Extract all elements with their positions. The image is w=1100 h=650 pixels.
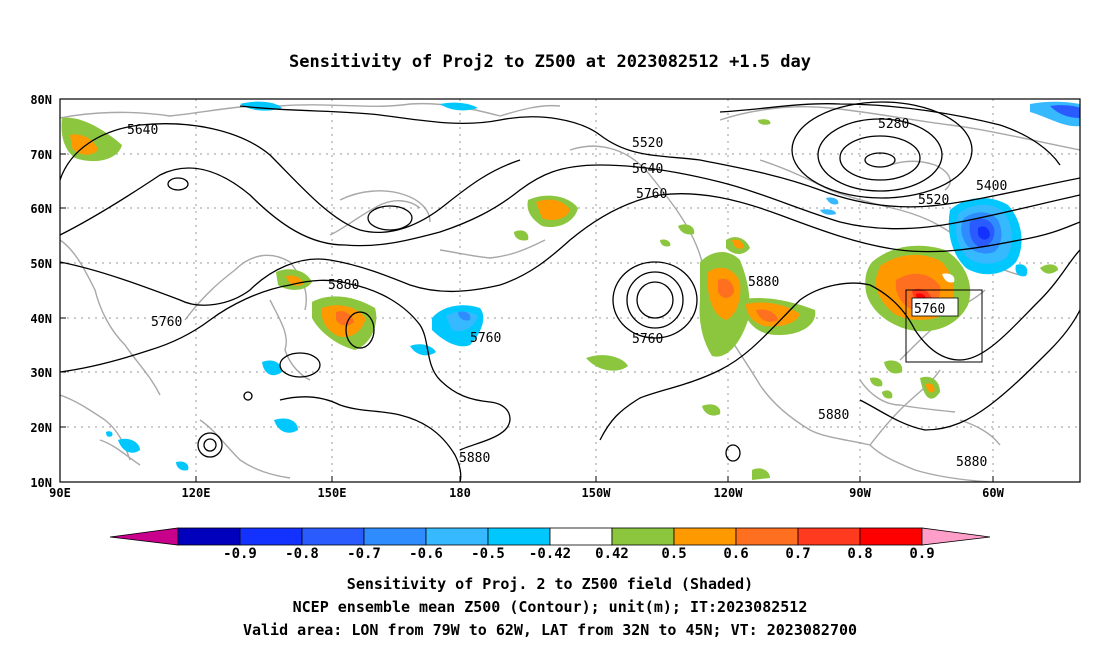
lon-label: 60W — [982, 486, 1004, 500]
contour-label: 5760 — [470, 331, 501, 346]
colorbar-cell — [177, 527, 241, 546]
lat-label: 30N — [30, 366, 52, 380]
graticule — [60, 99, 1080, 482]
z500-contours — [60, 101, 1080, 482]
colorbar-cell — [673, 527, 737, 546]
longitude-labels: 90E 120E 150E 180 150W 120W 90W 60W — [49, 486, 1004, 500]
valid-area-box — [905, 289, 983, 363]
colorbar-label: -0.5 — [471, 546, 505, 562]
colorbar-high-end — [921, 527, 991, 546]
lat-label: 10N — [30, 476, 52, 490]
colorbar-cell — [487, 527, 551, 546]
contour-label: 5280 — [878, 117, 909, 132]
lat-label: 60N — [30, 202, 52, 216]
colorbar-label: 0.8 — [847, 546, 872, 562]
lat-label: 50N — [30, 257, 52, 271]
colorbar-cell — [735, 527, 799, 546]
caption-line-3: Valid area: LON from 79W to 62W, LAT fro… — [243, 621, 857, 639]
lat-label: 20N — [30, 421, 52, 435]
colorbar-cell — [549, 527, 613, 546]
contour-label: 5880 — [956, 455, 987, 470]
contour-label: 5880 — [818, 408, 849, 423]
tick-marks — [59, 98, 994, 483]
colorbar-cell — [239, 527, 303, 546]
lon-label: 150W — [582, 486, 612, 500]
contour-label: 5640 — [127, 123, 158, 138]
lat-label: 80N — [30, 93, 52, 107]
colorbar-cell — [859, 527, 923, 546]
contour-labels: 5640 5520 5640 5760 5280 5400 5520 5880 … — [127, 117, 1007, 470]
latitude-labels: 80N 70N 60N 50N 40N 30N 20N 10N — [30, 93, 52, 490]
colorbar: -0.9 -0.8 -0.7 -0.6 -0.5 -0.42 0.42 0.5 0.6 0.7 0.… — [109, 527, 991, 562]
lat-label: 40N — [30, 312, 52, 326]
lon-label: 120W — [714, 486, 744, 500]
figure-title: Sensitivity of Proj2 to Z500 at 20230825… — [289, 52, 811, 72]
lon-label: 150E — [318, 486, 347, 500]
colorbar-label: 0.9 — [909, 546, 934, 562]
map-panel: 5640 5520 5640 5760 5280 5400 5520 5880 … — [59, 98, 1081, 483]
contour-label: 5880 — [459, 451, 490, 466]
caption-line-1: Sensitivity of Proj. 2 to Z500 field (Sh… — [347, 575, 753, 593]
contour-label: 5520 — [918, 193, 949, 208]
colorbar-label: -0.9 — [223, 546, 257, 562]
contour-label: 5760 — [914, 302, 945, 317]
contour-label: 5760 — [636, 187, 667, 202]
colorbar-label: 0.6 — [723, 546, 748, 562]
colorbar-label: -0.42 — [529, 546, 571, 562]
colorbar-label: -0.8 — [285, 546, 319, 562]
contour-label: 5880 — [748, 275, 779, 290]
lat-label: 70N — [30, 148, 52, 162]
colorbar-label: -0.7 — [347, 546, 381, 562]
colorbar-label: 0.7 — [785, 546, 810, 562]
lon-label: 180 — [449, 486, 471, 500]
colorbar-label: 0.42 — [595, 546, 629, 562]
contour-label: 5880 — [328, 278, 359, 293]
caption-line-2: NCEP ensemble mean Z500 (Contour); unit(… — [293, 598, 808, 616]
lon-label: 120E — [182, 486, 211, 500]
contour-label: 5400 — [976, 179, 1007, 194]
contour-label: 5760 — [632, 332, 663, 347]
contour-label-box: 5760 — [911, 297, 959, 317]
colorbar-low-end — [109, 527, 179, 546]
lon-label: 90E — [49, 486, 71, 500]
colorbar-cell — [363, 527, 427, 546]
colorbar-label: -0.6 — [409, 546, 443, 562]
colorbar-cell — [425, 527, 489, 546]
map-frame — [59, 98, 1081, 483]
contour-label: 5760 — [151, 315, 182, 330]
colorbar-cell — [797, 527, 861, 546]
colorbar-cell — [301, 527, 365, 546]
contour-label: 5640 — [632, 162, 663, 177]
lon-label: 90W — [849, 486, 871, 500]
colorbar-label: 0.5 — [661, 546, 686, 562]
contour-label: 5520 — [632, 136, 663, 151]
colorbar-cell — [611, 527, 675, 546]
